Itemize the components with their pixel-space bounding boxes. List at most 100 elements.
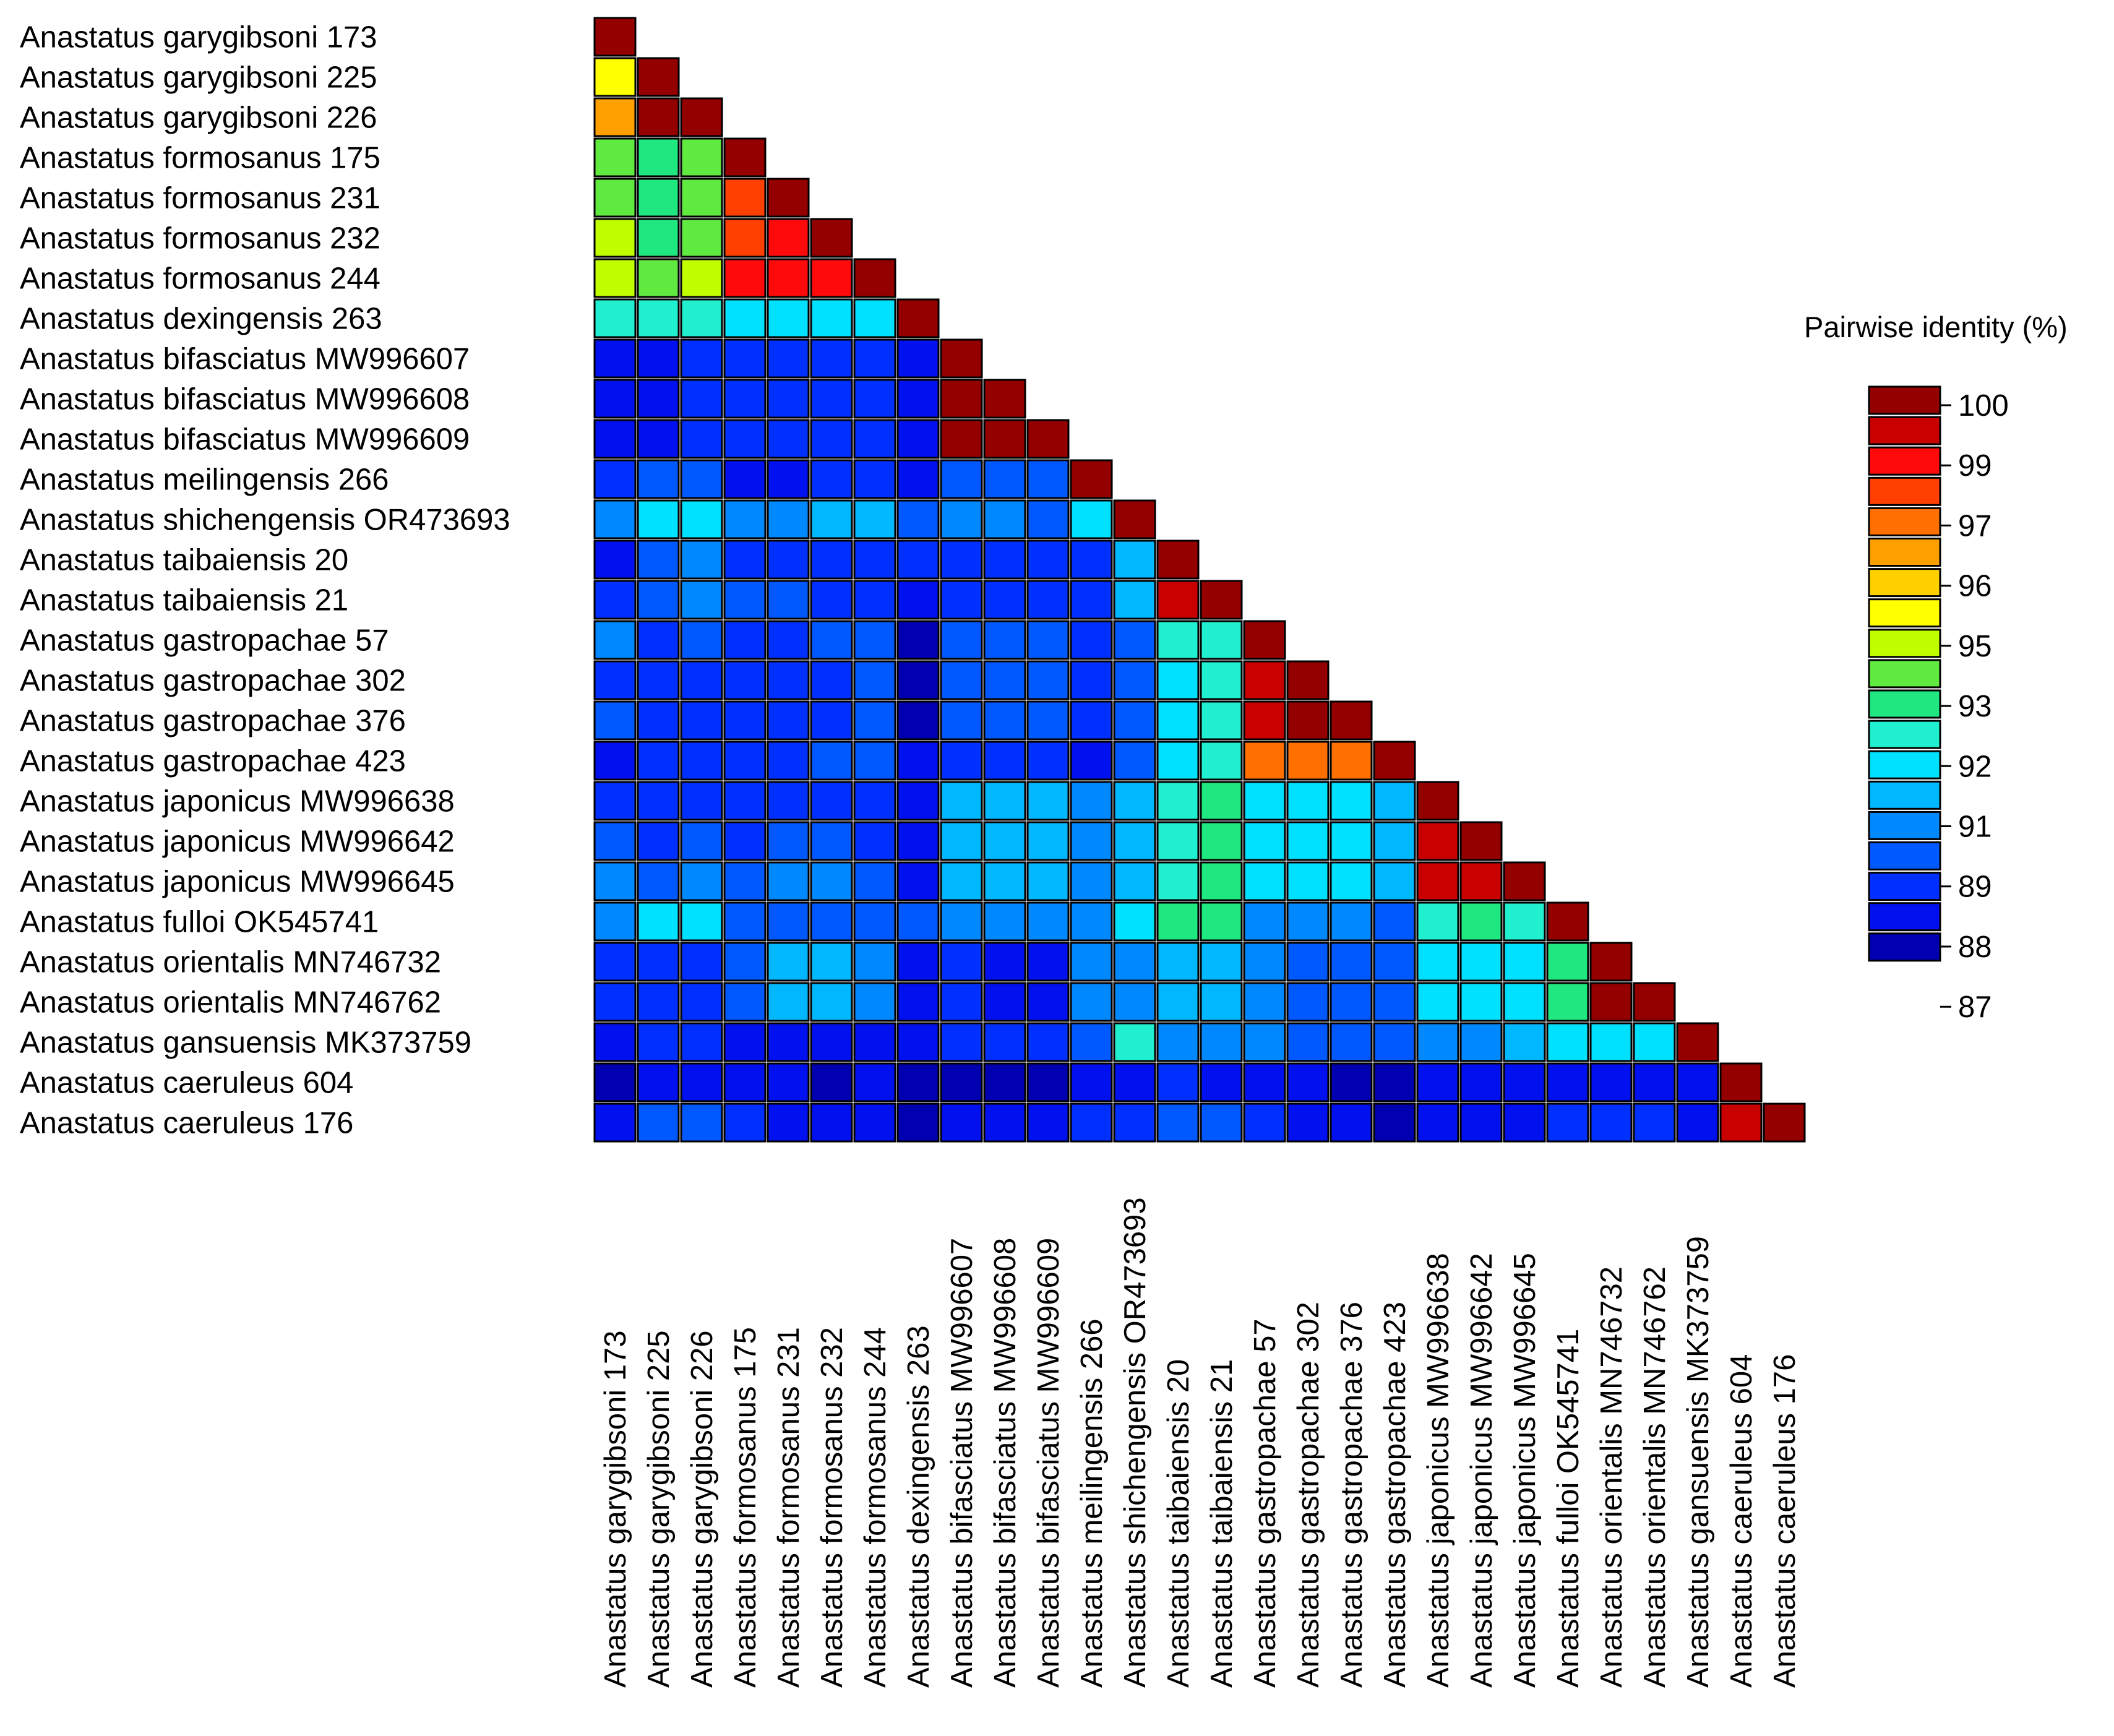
column-label: Anastatus dexingensis 263 (902, 1325, 935, 1688)
row-label: Anastatus bifasciatus MW996609 (20, 423, 470, 457)
heatmap-cell (983, 700, 1026, 741)
heatmap-cell (767, 620, 810, 660)
heatmap-cell (1416, 1062, 1459, 1102)
heatmap-cell (940, 539, 983, 580)
heatmap-cell (1719, 1102, 1763, 1143)
heatmap-cell (593, 539, 637, 580)
heatmap-cell (983, 861, 1026, 901)
heatmap-cell (853, 1102, 896, 1143)
legend-tick-label: 89 (1958, 870, 1992, 904)
heatmap-cell (810, 821, 853, 861)
heatmap-cell (1200, 901, 1243, 942)
heatmap-cell (940, 620, 983, 660)
heatmap-cell (593, 258, 637, 298)
legend-swatch (1868, 507, 1941, 536)
heatmap-cell (637, 539, 680, 580)
heatmap-cell (767, 459, 810, 499)
heatmap-cell (853, 1062, 896, 1102)
heatmap-cell (1026, 821, 1070, 861)
heatmap-cell (1113, 901, 1156, 942)
heatmap-cell (723, 942, 767, 982)
legend-swatch (1868, 659, 1941, 689)
heatmap-cell (1373, 741, 1416, 781)
row-label: Anastatus bifasciatus MW996608 (20, 383, 470, 416)
heatmap-cell (1200, 982, 1243, 1022)
heatmap-cell (637, 57, 680, 97)
heatmap-cell (723, 580, 767, 620)
heatmap-cell (1070, 660, 1113, 700)
heatmap-cell (1373, 821, 1416, 861)
heatmap-cell (1373, 982, 1416, 1022)
heatmap-cell (1200, 580, 1243, 620)
heatmap-cell (637, 459, 680, 499)
heatmap-cell (1330, 741, 1373, 781)
heatmap-cell (767, 258, 810, 298)
heatmap-cell (767, 379, 810, 419)
heatmap-cell (1156, 1022, 1200, 1062)
heatmap-cell (1330, 982, 1373, 1022)
heatmap-cell (853, 982, 896, 1022)
heatmap-cell (810, 539, 853, 580)
heatmap-cell (983, 459, 1026, 499)
heatmap-cell (940, 942, 983, 982)
heatmap-cell (767, 901, 810, 942)
row-label: Anastatus japonicus MW996645 (20, 866, 455, 899)
heatmap-cell (1026, 1102, 1070, 1143)
heatmap-cell (680, 821, 723, 861)
heatmap-cell (680, 982, 723, 1022)
legend-title: Pairwise identity (%) (1804, 311, 2068, 343)
legend-swatch (1868, 750, 1941, 780)
heatmap-cell (680, 218, 723, 258)
row-label: Anastatus shichengensis OR473693 (20, 504, 510, 537)
heatmap-cell (940, 660, 983, 700)
heatmap-cell (680, 942, 723, 982)
heatmap-cell (723, 982, 767, 1022)
heatmap-cell (1070, 901, 1113, 942)
heatmap-cell (853, 660, 896, 700)
heatmap-cell (1156, 660, 1200, 700)
heatmap-cell (1286, 700, 1330, 741)
heatmap-cell (637, 97, 680, 137)
legend-swatch (1868, 538, 1941, 567)
heatmap-cell (1503, 1022, 1546, 1062)
heatmap-cell (680, 379, 723, 419)
heatmap-cell (1546, 1062, 1589, 1102)
heatmap-cell (723, 700, 767, 741)
heatmap-cell (680, 459, 723, 499)
heatmap-cell (723, 620, 767, 660)
heatmap-cell (1200, 861, 1243, 901)
heatmap-cell (810, 660, 853, 700)
heatmap-cell (680, 861, 723, 901)
heatmap-cell (1026, 982, 1070, 1022)
heatmap-cell (983, 539, 1026, 580)
heatmap-cell (1763, 1102, 1806, 1143)
heatmap-cell (593, 700, 637, 741)
heatmap-cell (767, 539, 810, 580)
heatmap-cell (1286, 901, 1330, 942)
heatmap-cell (1200, 620, 1243, 660)
heatmap-cell (593, 1062, 637, 1102)
heatmap-cell (1416, 861, 1459, 901)
heatmap-cell (940, 901, 983, 942)
heatmap-cell (767, 338, 810, 379)
heatmap-cell (896, 419, 940, 459)
heatmap-cell (723, 1102, 767, 1143)
heatmap-cell (896, 781, 940, 821)
column-label: Anastatus orientalis MN746732 (1595, 1266, 1628, 1688)
column-label: Anastatus caeruleus 176 (1768, 1354, 1802, 1688)
heatmap-cell (1070, 459, 1113, 499)
heatmap-cell (1026, 459, 1070, 499)
heatmap-cell (810, 459, 853, 499)
row-label: Anastatus caeruleus 176 (20, 1107, 353, 1140)
heatmap-cell (637, 580, 680, 620)
heatmap-cell (983, 982, 1026, 1022)
heatmap-cell (810, 258, 853, 298)
heatmap-cell (1200, 660, 1243, 700)
column-label: Anastatus gastropachae 423 (1378, 1302, 1412, 1688)
heatmap-cell (896, 338, 940, 379)
legend-swatch (1868, 810, 1941, 840)
heatmap-cell (723, 298, 767, 338)
heatmap-cell (1330, 1022, 1373, 1062)
heatmap-cell (723, 741, 767, 781)
heatmap-cell (1286, 660, 1330, 700)
